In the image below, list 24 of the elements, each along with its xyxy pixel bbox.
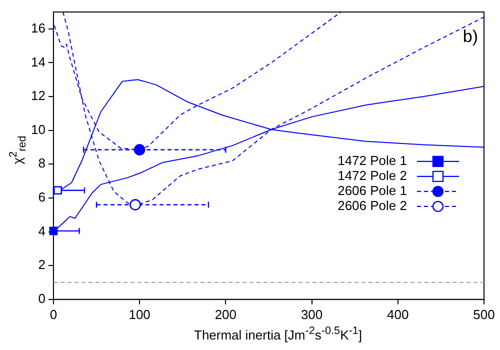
y-tick-label: 14 (30, 54, 46, 70)
legend-label: 2606 Pole 1 (338, 183, 407, 198)
x-tick-label: 200 (214, 306, 237, 322)
annotation: b) (462, 27, 478, 46)
point (134, 144, 146, 156)
x-tick-label: 400 (387, 306, 409, 322)
y-tick-label: 2 (38, 257, 46, 272)
y-tick-label: 16 (30, 20, 46, 36)
y-tick-label: 0 (38, 290, 46, 306)
legend-label: 1472 Pole 2 (338, 168, 407, 184)
x-tick-label: 0 (50, 306, 58, 322)
x-tick-label: 100 (128, 306, 150, 322)
x-axis-title: Thermal inertia [Jm$^{-2}$s$^{-0.5}$K$^{-1}$] (193, 324, 363, 342)
x-tick-label: 500 (473, 306, 495, 322)
x-tick-label: 300 (300, 306, 323, 322)
y-tick-label: 6 (38, 190, 46, 205)
y-tick-label: 8 (38, 156, 46, 171)
point (130, 199, 141, 210)
y-tick-label: 10 (30, 122, 46, 137)
y-tick-label: 4 (38, 223, 46, 238)
point (49, 226, 58, 236)
legend-label: 1472 Pole 1 (338, 153, 407, 168)
y-tick-label: 12 (30, 88, 46, 104)
legend-label: 2606 Pole 2 (338, 198, 407, 214)
